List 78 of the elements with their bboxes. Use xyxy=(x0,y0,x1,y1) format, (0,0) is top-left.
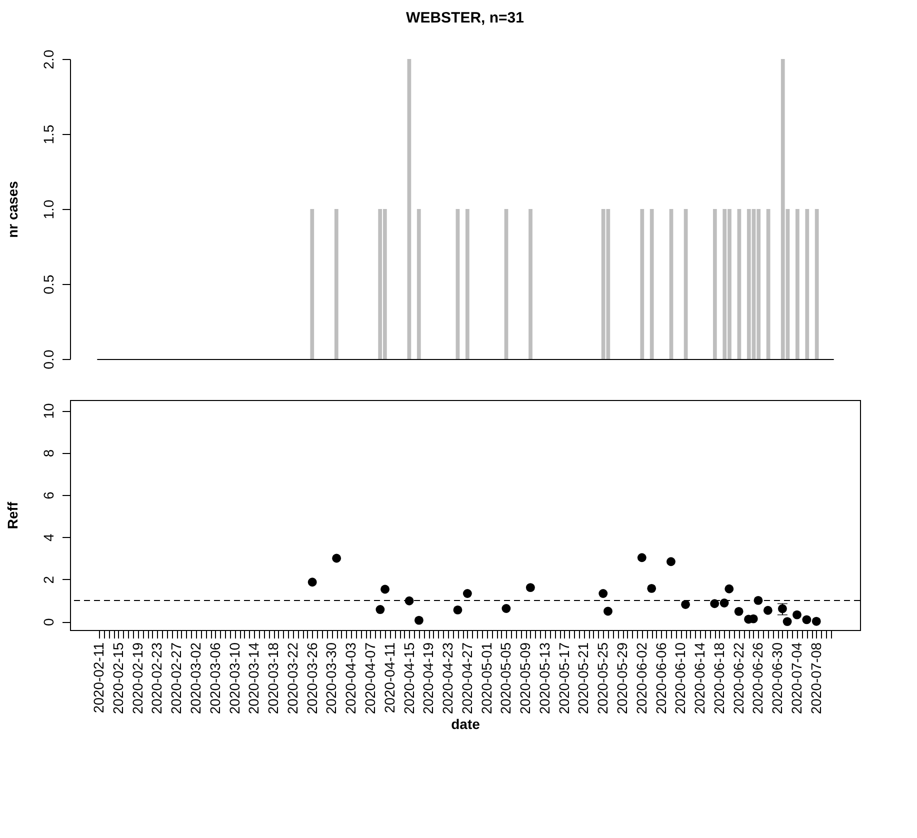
x-tick-label: 2020-05-25 xyxy=(594,642,611,714)
point xyxy=(812,616,821,626)
point xyxy=(792,610,802,620)
y-tick-label: 10 xyxy=(40,403,56,419)
point xyxy=(782,617,792,626)
x-tick-label: 2020-05-01 xyxy=(478,642,494,714)
x-tick-label: 2020-03-18 xyxy=(265,642,282,714)
y-tick-label: 0 xyxy=(40,618,56,626)
point xyxy=(734,606,744,616)
x-tick-label: 2020-04-03 xyxy=(342,642,359,714)
x-tick-label: 2020-02-19 xyxy=(129,642,146,714)
point xyxy=(681,600,690,609)
point xyxy=(380,584,390,594)
x-tick-label: 2020-06-22 xyxy=(730,642,746,714)
x-tick-label: 2020-02-27 xyxy=(168,642,184,714)
x-tick-label: 2020-03-02 xyxy=(188,642,204,714)
x-tick-label: 2020-05-13 xyxy=(536,642,552,714)
x-tick-label: 2020-05-17 xyxy=(556,642,572,714)
x-tick-label: 2020-06-14 xyxy=(692,642,708,714)
point xyxy=(308,578,317,587)
point xyxy=(637,553,646,562)
x-tick-label: 2020-04-19 xyxy=(420,642,436,714)
x-tick-label: 2020-05-21 xyxy=(575,642,592,714)
x-tick-label: 2020-07-04 xyxy=(788,642,804,714)
point xyxy=(502,604,511,613)
point xyxy=(724,584,734,594)
x-tick-label: 2020-05-05 xyxy=(498,642,514,714)
point xyxy=(604,606,612,616)
x-tick-label: 2020-04-11 xyxy=(381,642,398,714)
y-tick-label: 0.0 xyxy=(40,350,56,370)
x-tick-label: 2020-06-26 xyxy=(750,642,766,714)
x-tick-label: 2020-04-23 xyxy=(440,642,456,714)
point xyxy=(666,557,676,566)
x-tick-label: 2020-04-27 xyxy=(458,642,475,714)
point xyxy=(802,615,812,624)
x-tick-label: 2020-04-07 xyxy=(362,642,378,714)
y-axis-title: Reff xyxy=(4,502,20,530)
chart-title: WEBSTER, n=31 xyxy=(406,9,524,26)
x-tick-label: 2020-04-15 xyxy=(400,642,417,714)
point xyxy=(414,616,424,625)
point xyxy=(710,599,720,608)
x-tick-label: 2020-02-11 xyxy=(90,642,107,714)
y-tick-label: 0.5 xyxy=(40,274,56,294)
point xyxy=(376,605,385,614)
x-tick-label: 2020-06-18 xyxy=(710,642,727,714)
x-tick-label: 2020-06-10 xyxy=(672,642,688,714)
x-tick-label: 2020-05-09 xyxy=(517,642,534,714)
x-tick-label: 2020-06-06 xyxy=(652,642,669,714)
point xyxy=(598,589,608,598)
x-tick-label: 2020-03-10 xyxy=(226,642,242,714)
point xyxy=(763,606,772,615)
point xyxy=(526,583,535,592)
x-tick-label: 2020-02-15 xyxy=(110,642,126,714)
x-tick-label: 2020-03-30 xyxy=(323,642,340,714)
y-tick-label: 2.0 xyxy=(40,50,56,70)
x-tick-label: 2020-02-23 xyxy=(148,642,165,714)
x-tick-label: 2020-03-26 xyxy=(304,642,320,714)
point xyxy=(453,605,462,614)
x-tick-label: 2020-05-29 xyxy=(614,642,630,714)
x-tick-label: 2020-06-02 xyxy=(633,642,650,714)
x-tick-label: 2020-06-30 xyxy=(769,642,786,714)
point xyxy=(720,598,729,608)
point xyxy=(462,589,472,598)
point xyxy=(647,584,656,593)
y-tick-label: 2 xyxy=(40,576,56,584)
point xyxy=(332,554,342,563)
y-tick-label: 6 xyxy=(40,491,56,500)
x-tick-label: 2020-03-06 xyxy=(206,642,223,714)
point xyxy=(404,596,414,606)
y-tick-label: 1.0 xyxy=(40,200,56,220)
x-tick-label: 2020-03-22 xyxy=(284,642,300,714)
x-tick-label: 2020-03-14 xyxy=(246,642,262,714)
y-tick-label: 1.5 xyxy=(40,124,56,144)
y-tick-label: 4 xyxy=(40,534,56,542)
x-axis-title: date xyxy=(451,716,480,732)
y-axis-title: nr cases xyxy=(4,180,20,238)
x-tick-label: 2020-07-08 xyxy=(808,642,824,714)
y-tick-label: 8 xyxy=(40,449,56,458)
